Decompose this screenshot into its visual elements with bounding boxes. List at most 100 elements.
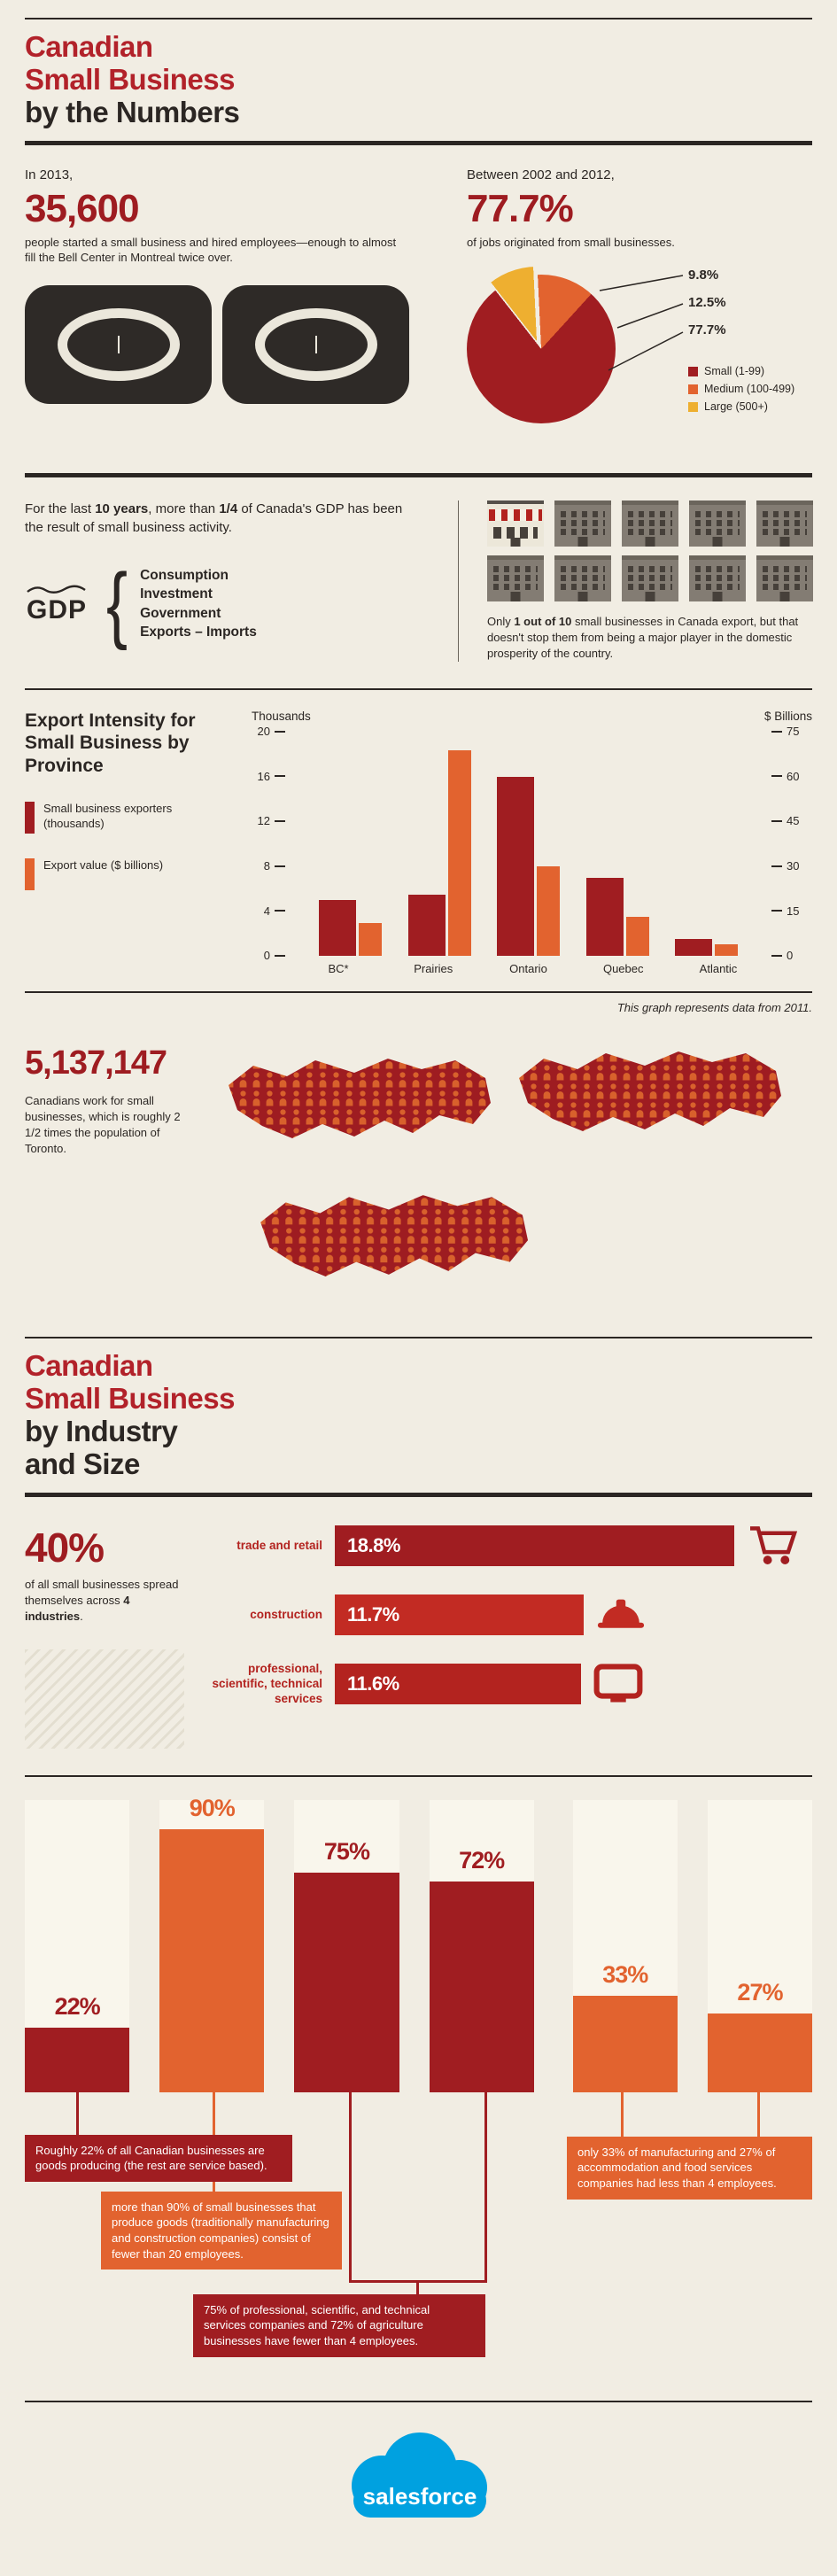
connector-line bbox=[621, 2091, 624, 2137]
gdp-component: Government bbox=[140, 605, 221, 621]
divider bbox=[25, 473, 812, 478]
buildings-grid bbox=[487, 500, 813, 602]
legend-item: Large (500+) bbox=[688, 400, 794, 413]
export-note: Only 1 out of 10 small businesses in Can… bbox=[487, 615, 799, 661]
axis-tick: 4 bbox=[264, 904, 285, 918]
gdp-component: Investment bbox=[140, 586, 213, 602]
jobs-desc: of jobs originated from small businesses… bbox=[467, 235, 675, 249]
section-title: Canadian Small Business by Industry and … bbox=[25, 1349, 812, 1481]
divider bbox=[25, 688, 812, 691]
gdp-word: GDP bbox=[25, 583, 89, 625]
connector-line bbox=[484, 2091, 487, 2280]
bar-group-ontario bbox=[497, 732, 560, 957]
wave-icon bbox=[27, 585, 86, 594]
exporters-bar bbox=[407, 894, 446, 957]
size-column: 22% bbox=[25, 1799, 130, 2092]
divider bbox=[25, 2400, 812, 2402]
right-axis-caption: $ Billions bbox=[763, 710, 812, 724]
title-line: Small Business bbox=[25, 1382, 235, 1416]
bar-groups bbox=[287, 732, 770, 957]
axis-captions: Thousands $ Billions bbox=[244, 710, 812, 723]
industry-label: trade and retail bbox=[236, 1538, 322, 1552]
title-line: and Size bbox=[25, 1447, 140, 1481]
page-title: Canadian Small Business by the Numbers bbox=[25, 30, 812, 129]
footer: salesforce bbox=[25, 2402, 812, 2567]
gdp-formula: GDP { Consumption Investment Government … bbox=[25, 555, 428, 651]
chart-title: Export Intensity for Small Business by P… bbox=[25, 710, 196, 776]
workers-number: 5,137,147 bbox=[25, 1044, 167, 1082]
exporters-bar bbox=[319, 900, 356, 957]
industry-label: professional, scientific, technical serv… bbox=[212, 1662, 322, 1705]
divider bbox=[25, 1337, 812, 1339]
title-line: by Industry bbox=[25, 1415, 178, 1448]
category-labels: BC* Prairies Ontario Quebec Atlantic bbox=[287, 956, 770, 975]
bar-group-atlantic bbox=[675, 732, 738, 957]
startups-desc: people started a small business and hire… bbox=[25, 235, 397, 265]
category-label: Prairies bbox=[414, 962, 453, 976]
export-value-bar bbox=[359, 923, 382, 957]
gdp-components: Consumption Investment Government Export… bbox=[140, 566, 257, 642]
export-value-bar bbox=[447, 749, 471, 957]
size-column: 72% bbox=[429, 1799, 534, 2092]
divider bbox=[25, 1493, 812, 1498]
building-icon bbox=[756, 555, 813, 602]
logo-text: salesforce bbox=[362, 2483, 477, 2510]
gdp-label: GDP bbox=[26, 594, 87, 625]
connector-line bbox=[757, 2091, 760, 2137]
legend-swatch bbox=[25, 801, 35, 834]
callout-box-manufacturing-accommodation: only 33% of manufacturing and 27% of acc… bbox=[567, 2136, 812, 2200]
size-bar bbox=[159, 1828, 265, 2092]
section-industries: 40% of all small businesses spread thems… bbox=[25, 1497, 812, 1775]
industry-row: construction 11.7% bbox=[198, 1594, 812, 1636]
industry-bar: 11.6% bbox=[335, 1664, 581, 1705]
divider bbox=[25, 18, 812, 19]
brace-glyph: { bbox=[106, 555, 128, 651]
legend-swatch bbox=[688, 366, 698, 376]
industry-label: construction bbox=[250, 1607, 322, 1621]
title-line: Canadian bbox=[25, 1349, 153, 1383]
computer-monitor-icon bbox=[593, 1664, 643, 1705]
toronto-maps bbox=[229, 1051, 781, 1277]
category-label: BC* bbox=[328, 962, 349, 976]
pie-callouts: 9.8% 12.5% 77.7% bbox=[688, 268, 726, 350]
legend-swatch bbox=[25, 857, 35, 890]
category-label: Atlantic bbox=[699, 962, 738, 976]
connector-line bbox=[416, 2279, 419, 2296]
export-value-bar bbox=[537, 866, 560, 957]
jobs-intro: Between 2002 and 2012, bbox=[467, 167, 615, 182]
connector-line bbox=[76, 2091, 79, 2135]
title-line: Small Business bbox=[25, 62, 235, 96]
export-chart-footnote-block: This graph represents data from 2011. bbox=[25, 991, 812, 1018]
industries-desc: of all small businesses spread themselve… bbox=[25, 1578, 179, 1623]
legend-swatch bbox=[688, 401, 698, 412]
export-chart-left: Export Intensity for Small Business by P… bbox=[25, 710, 237, 975]
divider bbox=[25, 991, 812, 994]
axis-tick: 15 bbox=[771, 904, 799, 918]
building-icon bbox=[756, 500, 813, 547]
header-by-the-numbers: Canadian Small Business by the Numbers bbox=[25, 0, 812, 145]
title-line: Canadian bbox=[25, 30, 153, 63]
exporters-bar bbox=[675, 939, 712, 957]
divider bbox=[25, 140, 812, 145]
building-icon bbox=[622, 555, 678, 602]
bar-group-prairies bbox=[407, 732, 471, 957]
legend-label: Large (500+) bbox=[704, 400, 768, 414]
callout-box-goods-producing: Roughly 22% of all Canadian businesses a… bbox=[25, 2134, 292, 2182]
exporters-bar bbox=[585, 877, 624, 957]
axis-tick: 20 bbox=[258, 725, 285, 738]
callout-box-professional-agriculture: 75% of professional, scientific, and tec… bbox=[193, 2293, 485, 2357]
startups-intro: In 2013, bbox=[25, 167, 74, 182]
size-bar bbox=[429, 1882, 534, 2092]
shopping-cart-icon bbox=[747, 1524, 798, 1568]
axis-tick: 0 bbox=[264, 949, 285, 962]
callout-box-fewer-than-20: more than 90% of small businesses that p… bbox=[101, 2191, 342, 2270]
axis-tick: 30 bbox=[771, 859, 799, 873]
industries-number: 40% bbox=[25, 1525, 105, 1571]
connector-line bbox=[349, 2091, 352, 2280]
gdp-export-block: Only 1 out of 10 small businesses in Can… bbox=[458, 500, 813, 663]
size-bar bbox=[294, 1873, 399, 2092]
size-percent-label: 75% bbox=[323, 1838, 370, 1866]
workers-desc: Canadians work for small businesses, whi… bbox=[25, 1094, 181, 1156]
legend-item: Small business exporters (thousands) bbox=[25, 801, 237, 834]
building-icon bbox=[554, 500, 611, 547]
